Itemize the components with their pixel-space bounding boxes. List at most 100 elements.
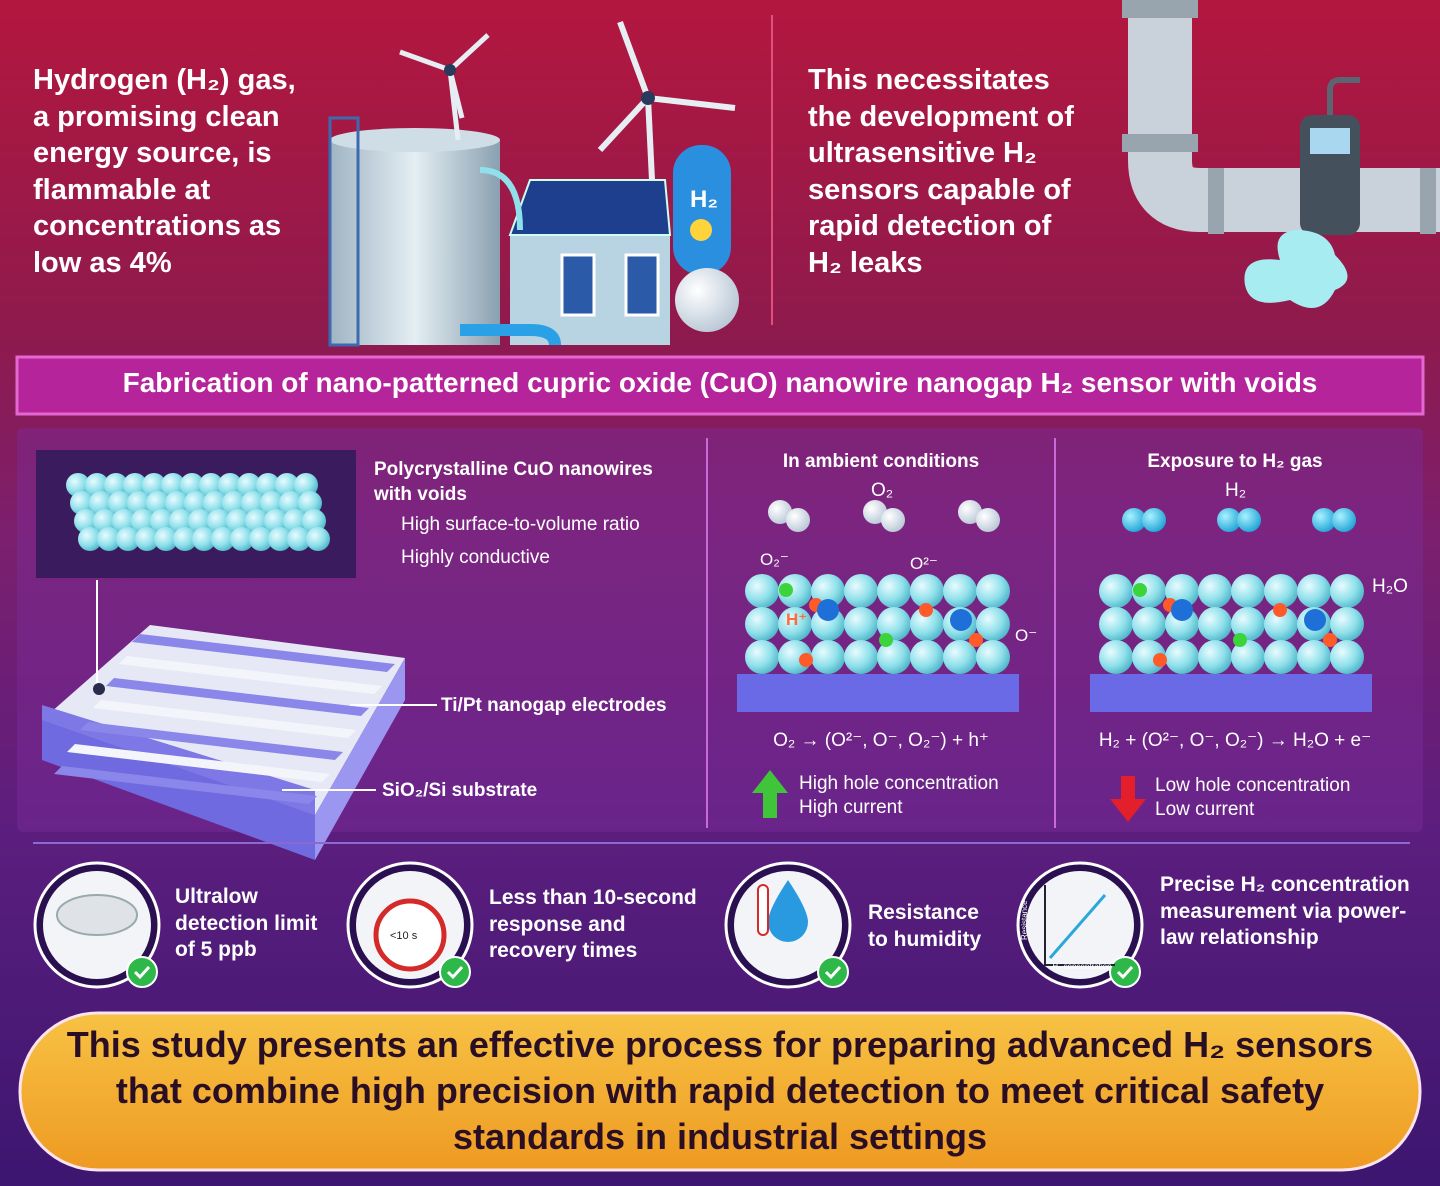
sphere — [1330, 640, 1364, 674]
feature-text: Less than 10-second response and recover… — [489, 886, 697, 962]
sphere — [279, 491, 303, 515]
electrode-strip — [119, 656, 382, 694]
sphere — [85, 473, 109, 497]
sphere — [93, 509, 117, 533]
molecule — [863, 500, 887, 524]
check-badge — [439, 956, 471, 988]
sphere — [1264, 607, 1298, 641]
molecule — [1332, 508, 1356, 532]
sphere — [1198, 607, 1232, 641]
sphere — [89, 491, 113, 515]
check-badge — [126, 956, 158, 988]
sphere — [306, 527, 330, 551]
sphere — [161, 473, 185, 497]
sphere — [112, 509, 136, 533]
molecule — [976, 508, 1000, 532]
conclusion-text: This study presents an effective process… — [66, 1024, 1374, 1157]
sphere — [226, 509, 250, 533]
feature-icons — [33, 861, 1144, 989]
banner-box — [15, 355, 1425, 416]
sphere — [1165, 640, 1199, 674]
sphere — [199, 473, 223, 497]
sphere — [1198, 640, 1232, 674]
molecule — [1142, 508, 1166, 532]
panel-title: In ambient conditions — [782, 451, 980, 472]
ion — [817, 599, 839, 621]
clock — [373, 898, 447, 972]
check-mark — [1116, 965, 1134, 980]
sphere — [173, 527, 197, 551]
industrial-scene — [328, 20, 739, 347]
sphere — [97, 527, 121, 551]
axes — [1044, 885, 1115, 966]
sphere — [165, 491, 189, 515]
sphere — [127, 491, 151, 515]
intro-text: Hydrogen (H₂) gas, a promising clean ene… — [33, 64, 296, 279]
sphere — [131, 509, 155, 533]
molecule — [786, 508, 810, 532]
ion — [950, 609, 972, 631]
sphere — [1099, 607, 1133, 641]
electrode-strip — [132, 634, 395, 672]
sphere — [1297, 640, 1331, 674]
sphere — [1132, 607, 1166, 641]
sphere — [1231, 607, 1265, 641]
sphere — [1099, 640, 1133, 674]
sphere — [877, 574, 911, 608]
sphere — [104, 473, 128, 497]
substrate-label: SiO₂/Si substrate — [382, 780, 538, 801]
lattice — [745, 500, 1364, 674]
feature-item: Highly conductive — [401, 547, 550, 568]
banner-title: Fabrication of nano-patterned cupric oxi… — [122, 367, 1318, 398]
sphere — [298, 491, 322, 515]
electrode-strip — [80, 722, 343, 760]
sphere — [180, 473, 204, 497]
ion — [799, 653, 813, 667]
sphere — [745, 607, 779, 641]
nanowire-spheres — [66, 473, 330, 551]
nanowire-title: Polycrystalline CuO nanowires with voids — [374, 459, 653, 505]
check-mark — [133, 965, 151, 980]
sphere — [283, 509, 307, 533]
sphere — [844, 607, 878, 641]
sphere — [1231, 640, 1265, 674]
sphere — [218, 473, 242, 497]
drop — [768, 880, 808, 942]
sphere — [142, 473, 166, 497]
trend — [1048, 894, 1107, 959]
sphere — [1297, 574, 1331, 608]
down-arrow — [1110, 776, 1146, 822]
substrate-layer — [737, 674, 1019, 712]
sphere — [256, 473, 280, 497]
equation: O₂ → (O²⁻, O⁻, O₂⁻) + h⁺ — [773, 730, 989, 751]
sphere — [976, 607, 1010, 641]
molecule — [768, 500, 792, 524]
sphere — [203, 491, 227, 515]
axis-label: H₂ concentration — [1052, 962, 1112, 971]
sphere — [1231, 574, 1265, 608]
molecule — [1122, 508, 1146, 532]
result: High current — [799, 797, 903, 818]
check-badge — [1109, 956, 1141, 988]
sphere — [123, 473, 147, 497]
sphere — [1330, 574, 1364, 608]
sphere — [745, 640, 779, 674]
check-badge — [817, 956, 849, 988]
sphere — [1099, 574, 1133, 608]
feature-text: Ultralow detection limit of 5 ppb — [175, 885, 318, 961]
sphere — [169, 509, 193, 533]
sphere — [287, 527, 311, 551]
sphere — [1198, 574, 1232, 608]
molecule — [881, 508, 905, 532]
sphere — [237, 473, 261, 497]
sphere — [778, 607, 812, 641]
sphere — [943, 574, 977, 608]
species-label: H⁺ — [786, 610, 808, 629]
sphere — [910, 640, 944, 674]
sphere — [268, 527, 292, 551]
sphere — [877, 607, 911, 641]
sphere — [976, 574, 1010, 608]
sphere — [150, 509, 174, 533]
electrode-strip — [93, 700, 356, 738]
